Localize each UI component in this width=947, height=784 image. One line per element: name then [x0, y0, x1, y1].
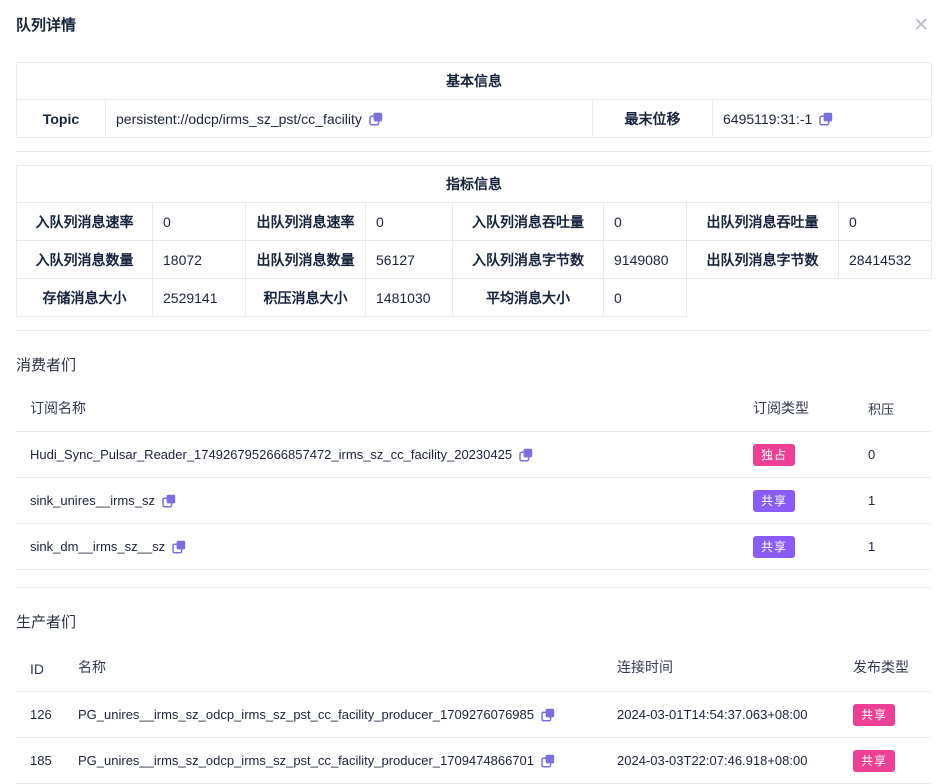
copy-icon[interactable] — [519, 448, 533, 462]
empty-cell — [687, 279, 839, 317]
publish-type-badge: 共享 — [853, 703, 896, 726]
metric-label: 出队列消息数量 — [245, 240, 366, 279]
metric-value: 0 — [152, 202, 246, 241]
offset-label: 最末位移 — [592, 99, 713, 138]
metrics-row: 存储消息大小 2529141 积压消息大小 1481030 平均消息大小 0 — [16, 278, 932, 317]
offset-value: 6495119:31:-1 — [723, 110, 813, 127]
subscription-name: Hudi_Sync_Pulsar_Reader_1749267952666857… — [30, 447, 513, 462]
close-icon[interactable]: ✕ — [913, 15, 929, 36]
divider — [16, 587, 931, 588]
subscription-type-badge: 共享 — [753, 489, 796, 512]
metric-label: 出队列消息速率 — [245, 202, 366, 241]
topic-label: Topic — [16, 99, 106, 138]
consumer-row: sink_dm__irms_sz__sz 共享 1 — [16, 524, 931, 570]
metric-label: 入队列消息吞吐量 — [452, 202, 604, 241]
metric-label: 积压消息大小 — [245, 278, 366, 317]
basic-info-section-title: 基本信息 — [16, 62, 932, 100]
metric-label: 入队列消息速率 — [16, 202, 153, 241]
metrics-table: 指标信息 入队列消息速率 0 出队列消息速率 0 入队列消息吞吐量 0 出队列消… — [16, 165, 932, 317]
producer-id: 126 — [30, 707, 52, 722]
column-subscription-name: 订阅名称 — [30, 400, 86, 416]
producer-name: PG_unires__irms_sz_odcp_irms_sz_pst_cc_f… — [78, 753, 534, 768]
producers-heading: 生产者们 — [16, 614, 77, 631]
consumer-row: Hudi_Sync_Pulsar_Reader_1749267952666857… — [16, 432, 931, 478]
metric-label: 入队列消息字节数 — [452, 240, 604, 279]
producer-connect-time: 2024-03-03T22:07:46.918+08:00 — [617, 753, 808, 768]
copy-icon[interactable] — [369, 112, 383, 126]
modal-header: 队列详情 ✕ — [16, 16, 931, 40]
copy-icon[interactable] — [541, 754, 555, 768]
column-connect-time: 连接时间 — [617, 659, 673, 675]
producer-connect-time: 2024-03-01T14:54:37.063+08:00 — [617, 707, 808, 722]
copy-icon[interactable] — [172, 540, 186, 554]
topic-value-cell: persistent://odcp/irms_sz_pst/cc_facilit… — [105, 99, 593, 138]
topic-value: persistent://odcp/irms_sz_pst/cc_facilit… — [116, 110, 362, 127]
producers-table-header: ID 名称 连接时间 发布类型 — [16, 633, 931, 692]
backlog-value: 0 — [868, 447, 876, 462]
metric-value: 0 — [603, 278, 687, 317]
producer-row: 126 PG_unires__irms_sz_odcp_irms_sz_pst_… — [16, 692, 931, 738]
backlog-value: 1 — [868, 539, 876, 554]
producers-table: ID 名称 连接时间 发布类型 126 PG_unires__irms_sz_o… — [16, 633, 931, 784]
copy-icon[interactable] — [541, 708, 555, 722]
column-subscription-type: 订阅类型 — [753, 400, 809, 416]
producer-name: PG_unires__irms_sz_odcp_irms_sz_pst_cc_f… — [78, 707, 534, 722]
column-publish-type: 发布类型 — [853, 659, 909, 675]
basic-info-table: 基本信息 Topic persistent://odcp/irms_sz_pst… — [16, 62, 932, 138]
divider — [16, 330, 931, 331]
column-id: ID — [30, 661, 44, 677]
backlog-value: 1 — [868, 493, 876, 508]
column-name: 名称 — [78, 659, 106, 675]
metric-value: 18072 — [152, 240, 246, 279]
metric-label: 存储消息大小 — [16, 278, 153, 317]
subscription-name: sink_dm__irms_sz__sz — [30, 539, 166, 554]
consumer-row: sink_unires__irms_sz 共享 1 — [16, 478, 931, 524]
divider — [16, 151, 931, 152]
metric-label: 入队列消息数量 — [16, 240, 153, 279]
metric-label: 平均消息大小 — [452, 278, 604, 317]
metric-value: 0 — [603, 202, 687, 241]
empty-cell — [839, 279, 932, 317]
metrics-row: 入队列消息数量 18072 出队列消息数量 56127 入队列消息字节数 914… — [16, 240, 932, 279]
subscription-name: sink_unires__irms_sz — [30, 493, 155, 508]
metric-value: 56127 — [365, 240, 453, 279]
metric-value: 28414532 — [838, 240, 932, 279]
producer-row: 185 PG_unires__irms_sz_odcp_irms_sz_pst_… — [16, 738, 931, 784]
producer-id: 185 — [30, 753, 52, 768]
consumers-table-header: 订阅名称 订阅类型 积压 — [16, 376, 931, 432]
metrics-row: 入队列消息速率 0 出队列消息速率 0 入队列消息吞吐量 0 出队列消息吞吐量 … — [16, 202, 932, 241]
metric-value: 0 — [838, 202, 932, 241]
metric-value: 2529141 — [152, 278, 246, 317]
metric-value: 0 — [365, 202, 453, 241]
subscription-type-badge: 共享 — [753, 535, 796, 558]
page-title: 队列详情 — [16, 17, 77, 34]
consumers-heading: 消费者们 — [16, 357, 77, 374]
metric-label: 出队列消息吞吐量 — [686, 202, 839, 241]
metrics-section-title: 指标信息 — [16, 165, 932, 203]
copy-icon[interactable] — [819, 112, 833, 126]
copy-icon[interactable] — [162, 494, 176, 508]
subscription-type-badge: 独占 — [753, 443, 796, 466]
metric-value: 1481030 — [365, 278, 453, 317]
publish-type-badge: 共享 — [853, 749, 896, 772]
metric-label: 出队列消息字节数 — [686, 240, 839, 279]
offset-value-cell: 6495119:31:-1 — [712, 99, 932, 138]
consumers-table: 订阅名称 订阅类型 积压 Hudi_Sync_Pulsar_Reader_174… — [16, 376, 931, 570]
column-backlog: 积压 — [868, 402, 895, 417]
metric-value: 9149080 — [603, 240, 687, 279]
